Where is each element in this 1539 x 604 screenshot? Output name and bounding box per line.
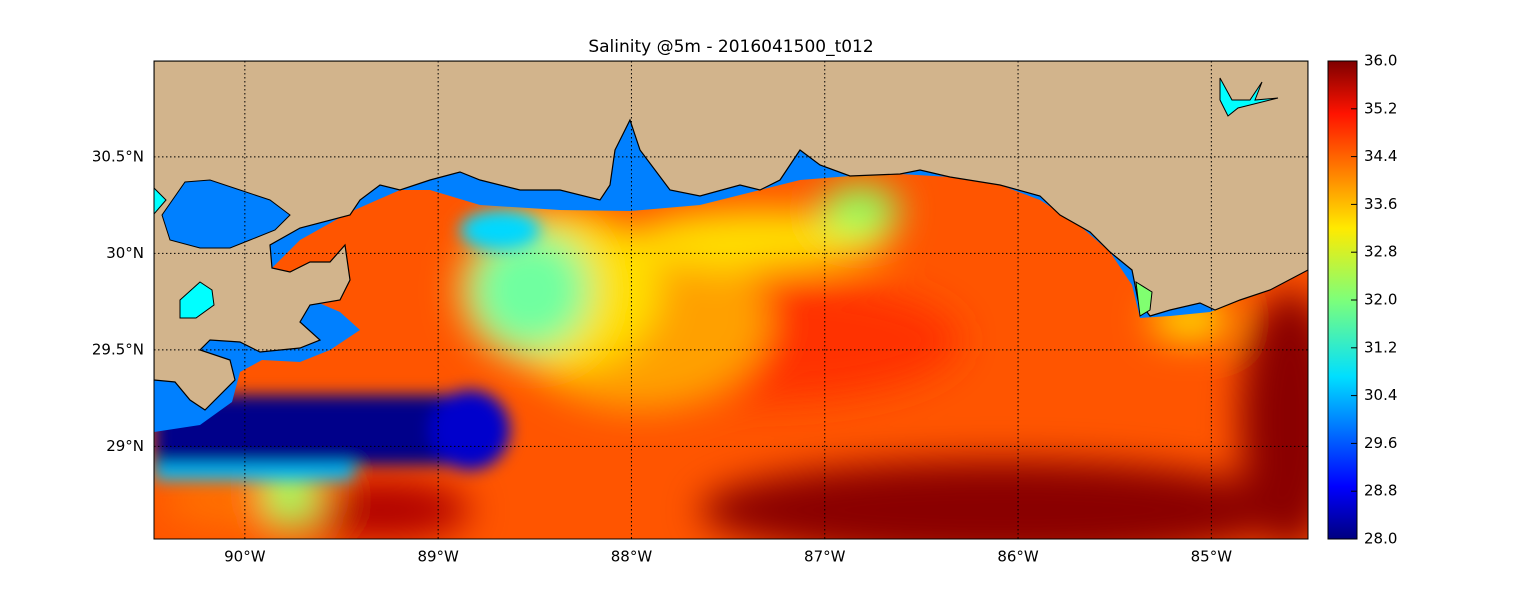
lat-label: 30°N	[106, 244, 144, 262]
lat-label: 29.5°N	[92, 340, 144, 358]
colorbar-tick-label: 29.6	[1364, 434, 1397, 452]
map-frame	[153, 60, 1309, 540]
lon-label: 90°W	[224, 548, 266, 566]
colorbar-tick-label: 36.0	[1364, 52, 1397, 70]
lon-label: 85°W	[1191, 548, 1233, 566]
colorbar-tick-label: 34.4	[1364, 147, 1397, 165]
colorbar-tick-label: 32.8	[1364, 243, 1397, 261]
lon-label: 86°W	[997, 548, 1039, 566]
colorbar-tick-label: 31.2	[1364, 338, 1397, 356]
colorbar-tick-label: 33.6	[1364, 195, 1397, 213]
lon-label: 88°W	[611, 548, 653, 566]
lon-label: 87°W	[804, 548, 846, 566]
graticule	[154, 61, 1308, 539]
colorbar-tick-label: 35.2	[1364, 99, 1397, 117]
salinity-field	[154, 61, 1308, 539]
lon-label: 89°W	[417, 548, 459, 566]
map-title: Salinity @5m - 2016041500_t012	[588, 37, 873, 57]
lat-label: 29°N	[106, 437, 144, 455]
colorbar-tick-label: 28.0	[1364, 530, 1397, 548]
colorbar-tick-label: 30.4	[1364, 386, 1397, 404]
colorbar-tick-label: 28.8	[1364, 482, 1397, 500]
lat-label: 30.5°N	[92, 147, 144, 165]
colorbar-tick-label: 32.0	[1364, 291, 1397, 309]
